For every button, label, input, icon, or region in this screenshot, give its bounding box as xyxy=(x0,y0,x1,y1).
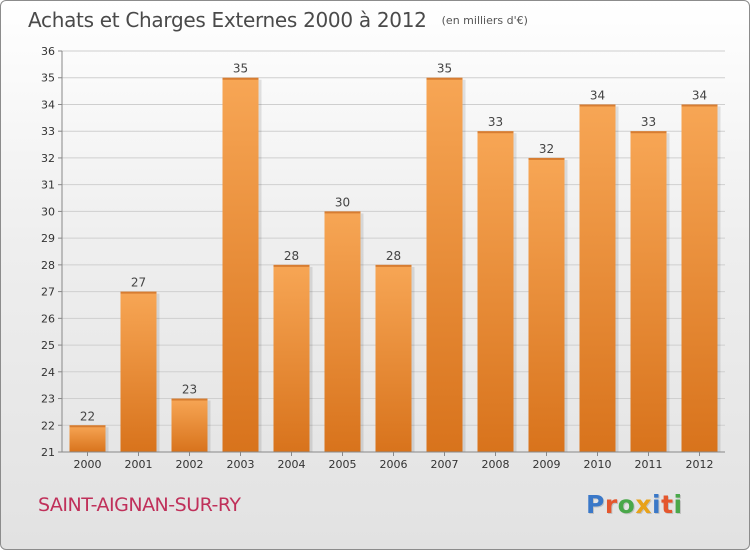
x-tick-label: 2012 xyxy=(686,458,714,471)
y-tick-label: 30 xyxy=(41,205,55,218)
bar[interactable] xyxy=(171,398,208,452)
logo-letter: i xyxy=(652,490,662,519)
proxiti-logo[interactable]: Proxiti xyxy=(586,490,683,519)
x-tick-label: 2000 xyxy=(74,458,102,471)
x-tick-label: 2002 xyxy=(176,458,204,471)
chart-subtitle: (en milliers d'€) xyxy=(441,14,528,27)
logo-letter: P xyxy=(586,490,605,519)
bar-value-label: 28 xyxy=(284,249,299,263)
bar-top-edge xyxy=(222,77,259,80)
bar[interactable] xyxy=(477,131,514,452)
y-tick-label: 28 xyxy=(41,259,55,272)
bar-top-edge xyxy=(681,104,718,107)
bar[interactable] xyxy=(426,77,463,452)
y-tick-label: 31 xyxy=(41,179,55,192)
x-tick-label: 2006 xyxy=(380,458,408,471)
y-tick-label: 33 xyxy=(41,125,55,138)
logo-letter: r xyxy=(604,490,618,519)
x-tick-label: 2009 xyxy=(533,458,561,471)
logo-letter: x xyxy=(635,490,652,519)
bar-value-label: 32 xyxy=(539,142,554,156)
chart-title: Achats et Charges Externes 2000 à 2012 xyxy=(28,8,427,32)
logo-letter: t xyxy=(661,490,674,519)
bar-top-edge xyxy=(579,104,616,107)
bar[interactable] xyxy=(681,104,718,452)
y-tick-label: 26 xyxy=(41,312,55,325)
y-tick-label: 36 xyxy=(41,45,55,58)
title-row: Achats et Charges Externes 2000 à 2012 (… xyxy=(28,8,528,32)
bar[interactable] xyxy=(324,211,361,452)
bar-top-edge xyxy=(324,211,361,214)
bar-value-label: 35 xyxy=(233,62,248,76)
x-tick-label: 2010 xyxy=(584,458,612,471)
logo-letter: i xyxy=(673,490,683,519)
bar[interactable] xyxy=(528,157,565,452)
x-tick-label: 2008 xyxy=(482,458,510,471)
bar-top-edge xyxy=(426,77,463,80)
y-tick-label: 23 xyxy=(41,393,55,406)
bar-value-label: 30 xyxy=(335,195,350,209)
bar-top-edge xyxy=(630,131,667,134)
bar-top-edge xyxy=(69,425,106,428)
bar[interactable] xyxy=(222,77,259,452)
y-tick-label: 29 xyxy=(41,232,55,245)
logo-letter: o xyxy=(617,490,636,519)
bar-value-label: 34 xyxy=(692,88,707,102)
x-tick-label: 2001 xyxy=(125,458,153,471)
bar[interactable] xyxy=(630,131,667,452)
x-tick-label: 2007 xyxy=(431,458,459,471)
bar[interactable] xyxy=(579,104,616,452)
bar-top-edge xyxy=(477,131,514,134)
bar-value-label: 34 xyxy=(590,88,605,102)
y-tick-label: 32 xyxy=(41,152,55,165)
y-tick-label: 35 xyxy=(41,72,55,85)
bar[interactable] xyxy=(273,264,310,452)
y-tick-label: 22 xyxy=(41,419,55,432)
x-tick-label: 2004 xyxy=(278,458,306,471)
y-tick-label: 25 xyxy=(41,339,55,352)
bar-value-label: 33 xyxy=(641,115,656,129)
bar-top-edge xyxy=(375,264,412,267)
bar[interactable] xyxy=(120,291,157,452)
bar-top-edge xyxy=(528,157,565,160)
y-tick-label: 24 xyxy=(41,366,55,379)
bar[interactable] xyxy=(69,425,106,452)
bar-top-edge xyxy=(273,264,310,267)
bar-value-label: 33 xyxy=(488,115,503,129)
bar-value-label: 23 xyxy=(182,383,197,397)
bar-value-label: 35 xyxy=(437,62,452,76)
bar-top-edge xyxy=(171,398,208,401)
bar-value-label: 22 xyxy=(80,409,95,423)
y-tick-label: 34 xyxy=(41,98,55,111)
bar-top-edge xyxy=(120,291,157,294)
x-tick-label: 2011 xyxy=(635,458,663,471)
x-tick-label: 2003 xyxy=(227,458,255,471)
bar-value-label: 28 xyxy=(386,249,401,263)
y-tick-label: 27 xyxy=(41,286,55,299)
bar[interactable] xyxy=(375,264,412,452)
bar-value-label: 27 xyxy=(131,276,146,290)
place-name: SAINT-AIGNAN-SUR-RY xyxy=(38,494,241,516)
x-tick-label: 2005 xyxy=(329,458,357,471)
y-tick-label: 21 xyxy=(41,446,55,459)
